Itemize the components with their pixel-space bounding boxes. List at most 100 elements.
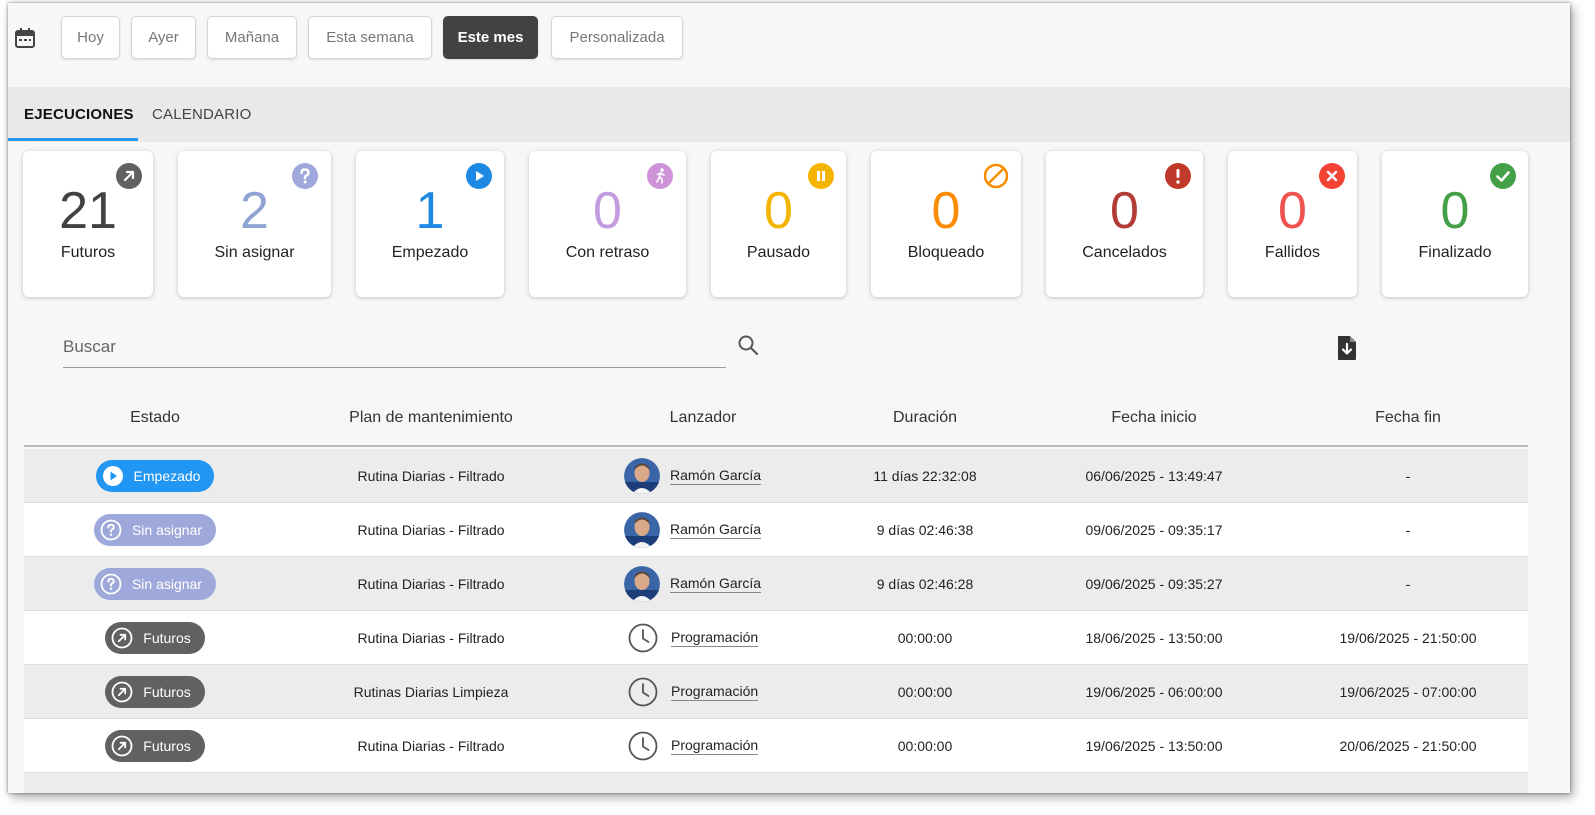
duration-cell: 9 días 02:46:38 (876, 522, 974, 538)
play-icon (466, 163, 492, 189)
filter-personalizada-button[interactable]: Personalizada (551, 16, 683, 59)
running-person-icon (647, 163, 673, 189)
exclamation-icon (1165, 163, 1191, 189)
duration-cell: 11 días 22:32:08 (873, 468, 977, 484)
launcher-link[interactable]: Programación (671, 683, 759, 701)
duration-cell: 00:00:00 (897, 738, 953, 754)
filter-ayer-button[interactable]: Ayer (131, 16, 196, 59)
status-badge[interactable]: Futuros (105, 730, 205, 762)
status-cell: Empezado (24, 449, 286, 503)
user-avatar (624, 566, 660, 602)
status-label: Futuros (143, 684, 191, 700)
status-badge[interactable]: Sin asignar (93, 568, 217, 600)
card-count: 21 (59, 182, 117, 240)
launcher-cell: Programación (576, 611, 830, 665)
end-date-cell: 19/06/2025 - 21:50:00 (1339, 630, 1477, 646)
start-date-cell: 06/06/2025 - 13:49:47 (1085, 468, 1223, 484)
end-date-cell: 20/06/2025 - 21:50:00 (1339, 738, 1477, 754)
arrow-up-right-icon (111, 627, 133, 649)
card-finalizado[interactable]: 0 Finalizado (1382, 151, 1528, 297)
table-row[interactable]: Futuros Rutina Diarias - Filtrado Programa… (24, 611, 1528, 665)
filter-esta-semana-button[interactable]: Esta semana (308, 16, 432, 59)
column-header-lanzador[interactable]: Lanzador (669, 409, 737, 426)
launcher-cell: Ramón García (576, 449, 830, 503)
duration-cell: 9 días 02:46:28 (876, 576, 974, 592)
clock-icon (628, 677, 658, 707)
launcher-link[interactable]: Programación (671, 737, 759, 755)
check-icon (1490, 163, 1516, 189)
user-avatar (624, 512, 660, 548)
tab-ejecuciones[interactable]: EJECUCIONES (24, 106, 134, 123)
column-header-fecha-inicio[interactable]: Fecha inicio (1111, 409, 1197, 426)
blocked-icon (983, 163, 1009, 189)
search-field (63, 328, 726, 368)
card-cancelados[interactable]: 0 Cancelados (1046, 151, 1203, 297)
calendar-icon[interactable] (14, 27, 36, 49)
start-date-cell: 19/06/2025 - 13:50:00 (1085, 738, 1223, 754)
launcher-link[interactable]: Programación (671, 629, 759, 647)
card-label: Cancelados (1082, 244, 1167, 261)
status-label: Futuros (143, 738, 191, 754)
table-row[interactable]: Futuros Rutina Diarias - Filtrado Programa… (24, 719, 1528, 773)
pause-icon (808, 163, 834, 189)
launcher-cell: Programación (576, 719, 830, 773)
card-sin-asignar[interactable]: 2 Sin asignar (178, 151, 331, 297)
card-con-retraso[interactable]: 0 Con retraso (529, 151, 686, 297)
duration-cell: 00:00:00 (897, 684, 953, 700)
card-fallidos[interactable]: 0 Fallidos (1228, 151, 1357, 297)
tab-calendario[interactable]: CALENDARIO (152, 106, 252, 123)
card-futuros[interactable]: 21 Futuros (23, 151, 153, 297)
app-window: Hoy Ayer Mañana Esta semana Este mes Per… (8, 3, 1570, 793)
launcher-link[interactable]: Ramón García (670, 467, 762, 485)
search-icon[interactable] (736, 333, 760, 357)
card-count: 0 (1440, 182, 1470, 240)
end-date-cell: - (1405, 468, 1411, 484)
card-count: 2 (240, 182, 269, 240)
filter-este-mes-button[interactable]: Este mes (443, 16, 538, 59)
card-label: Bloqueado (907, 244, 985, 261)
status-label: Sin asignar (131, 522, 203, 538)
tab-bar: EJECUCIONES CALENDARIO (8, 87, 1570, 142)
status-badge[interactable]: Futuros (105, 622, 205, 654)
card-bloqueado[interactable]: 0 Bloqueado (871, 151, 1021, 297)
plan-cell: Rutina Diarias - Filtrado (357, 576, 505, 592)
card-count: 0 (764, 182, 793, 240)
status-badge[interactable]: Futuros (105, 676, 205, 708)
column-header-duracion[interactable]: Duración (892, 409, 958, 426)
filter-hoy-button[interactable]: Hoy (61, 16, 120, 59)
filter-manana-button[interactable]: Mañana (207, 16, 297, 59)
column-header-estado[interactable]: Estado (130, 409, 180, 426)
end-date-cell: - (1405, 576, 1411, 592)
card-pausado[interactable]: 0 Pausado (711, 151, 846, 297)
clock-icon (628, 623, 658, 653)
status-badge[interactable]: Empezado (95, 460, 215, 492)
plan-cell: Rutina Diarias - Filtrado (357, 522, 505, 538)
launcher-link[interactable]: Ramón García (670, 521, 762, 539)
arrow-up-right-icon (111, 681, 133, 703)
plan-cell: Rutina Diarias - Filtrado (357, 630, 505, 646)
status-badge[interactable]: Sin asignar (93, 514, 217, 546)
start-date-cell: 09/06/2025 - 09:35:17 (1085, 522, 1223, 538)
card-label: Futuros (60, 244, 116, 261)
status-label: Futuros (143, 630, 191, 646)
x-icon (1319, 163, 1345, 189)
start-date-cell: 18/06/2025 - 13:50:00 (1085, 630, 1223, 646)
column-header-fecha-fin[interactable]: Fecha fin (1375, 409, 1441, 426)
table-row[interactable]: Sin asignar Rutina Diarias - Filtrado Ramó… (24, 557, 1528, 611)
table-header: Estado Plan de mantenimiento Lanzador Du… (24, 393, 1528, 447)
status-cell: Futuros (24, 611, 286, 665)
date-filter-bar: Hoy Ayer Mañana Esta semana Este mes Per… (8, 3, 1570, 85)
table-row[interactable]: Empezado Rutina Diarias - Filtrado Ramón G… (24, 449, 1528, 503)
launcher-link[interactable]: Ramón García (670, 575, 762, 593)
plan-cell: Rutinas Diarias Limpieza (353, 684, 509, 700)
card-empezado[interactable]: 1 Empezado (356, 151, 504, 297)
arrow-up-right-icon (111, 735, 133, 757)
column-header-plan[interactable]: Plan de mantenimiento (349, 409, 513, 426)
export-file-icon[interactable] (1336, 334, 1358, 362)
plan-cell: Rutina Diarias - Filtrado (357, 738, 505, 754)
table-row[interactable]: Sin asignar Rutina Diarias - Filtrado Ramó… (24, 503, 1528, 557)
table-row[interactable] (24, 773, 1528, 793)
table-row[interactable]: Futuros Rutinas Diarias Limpieza Programac… (24, 665, 1528, 719)
search-input[interactable] (63, 328, 726, 366)
status-label: Empezado (133, 468, 201, 484)
